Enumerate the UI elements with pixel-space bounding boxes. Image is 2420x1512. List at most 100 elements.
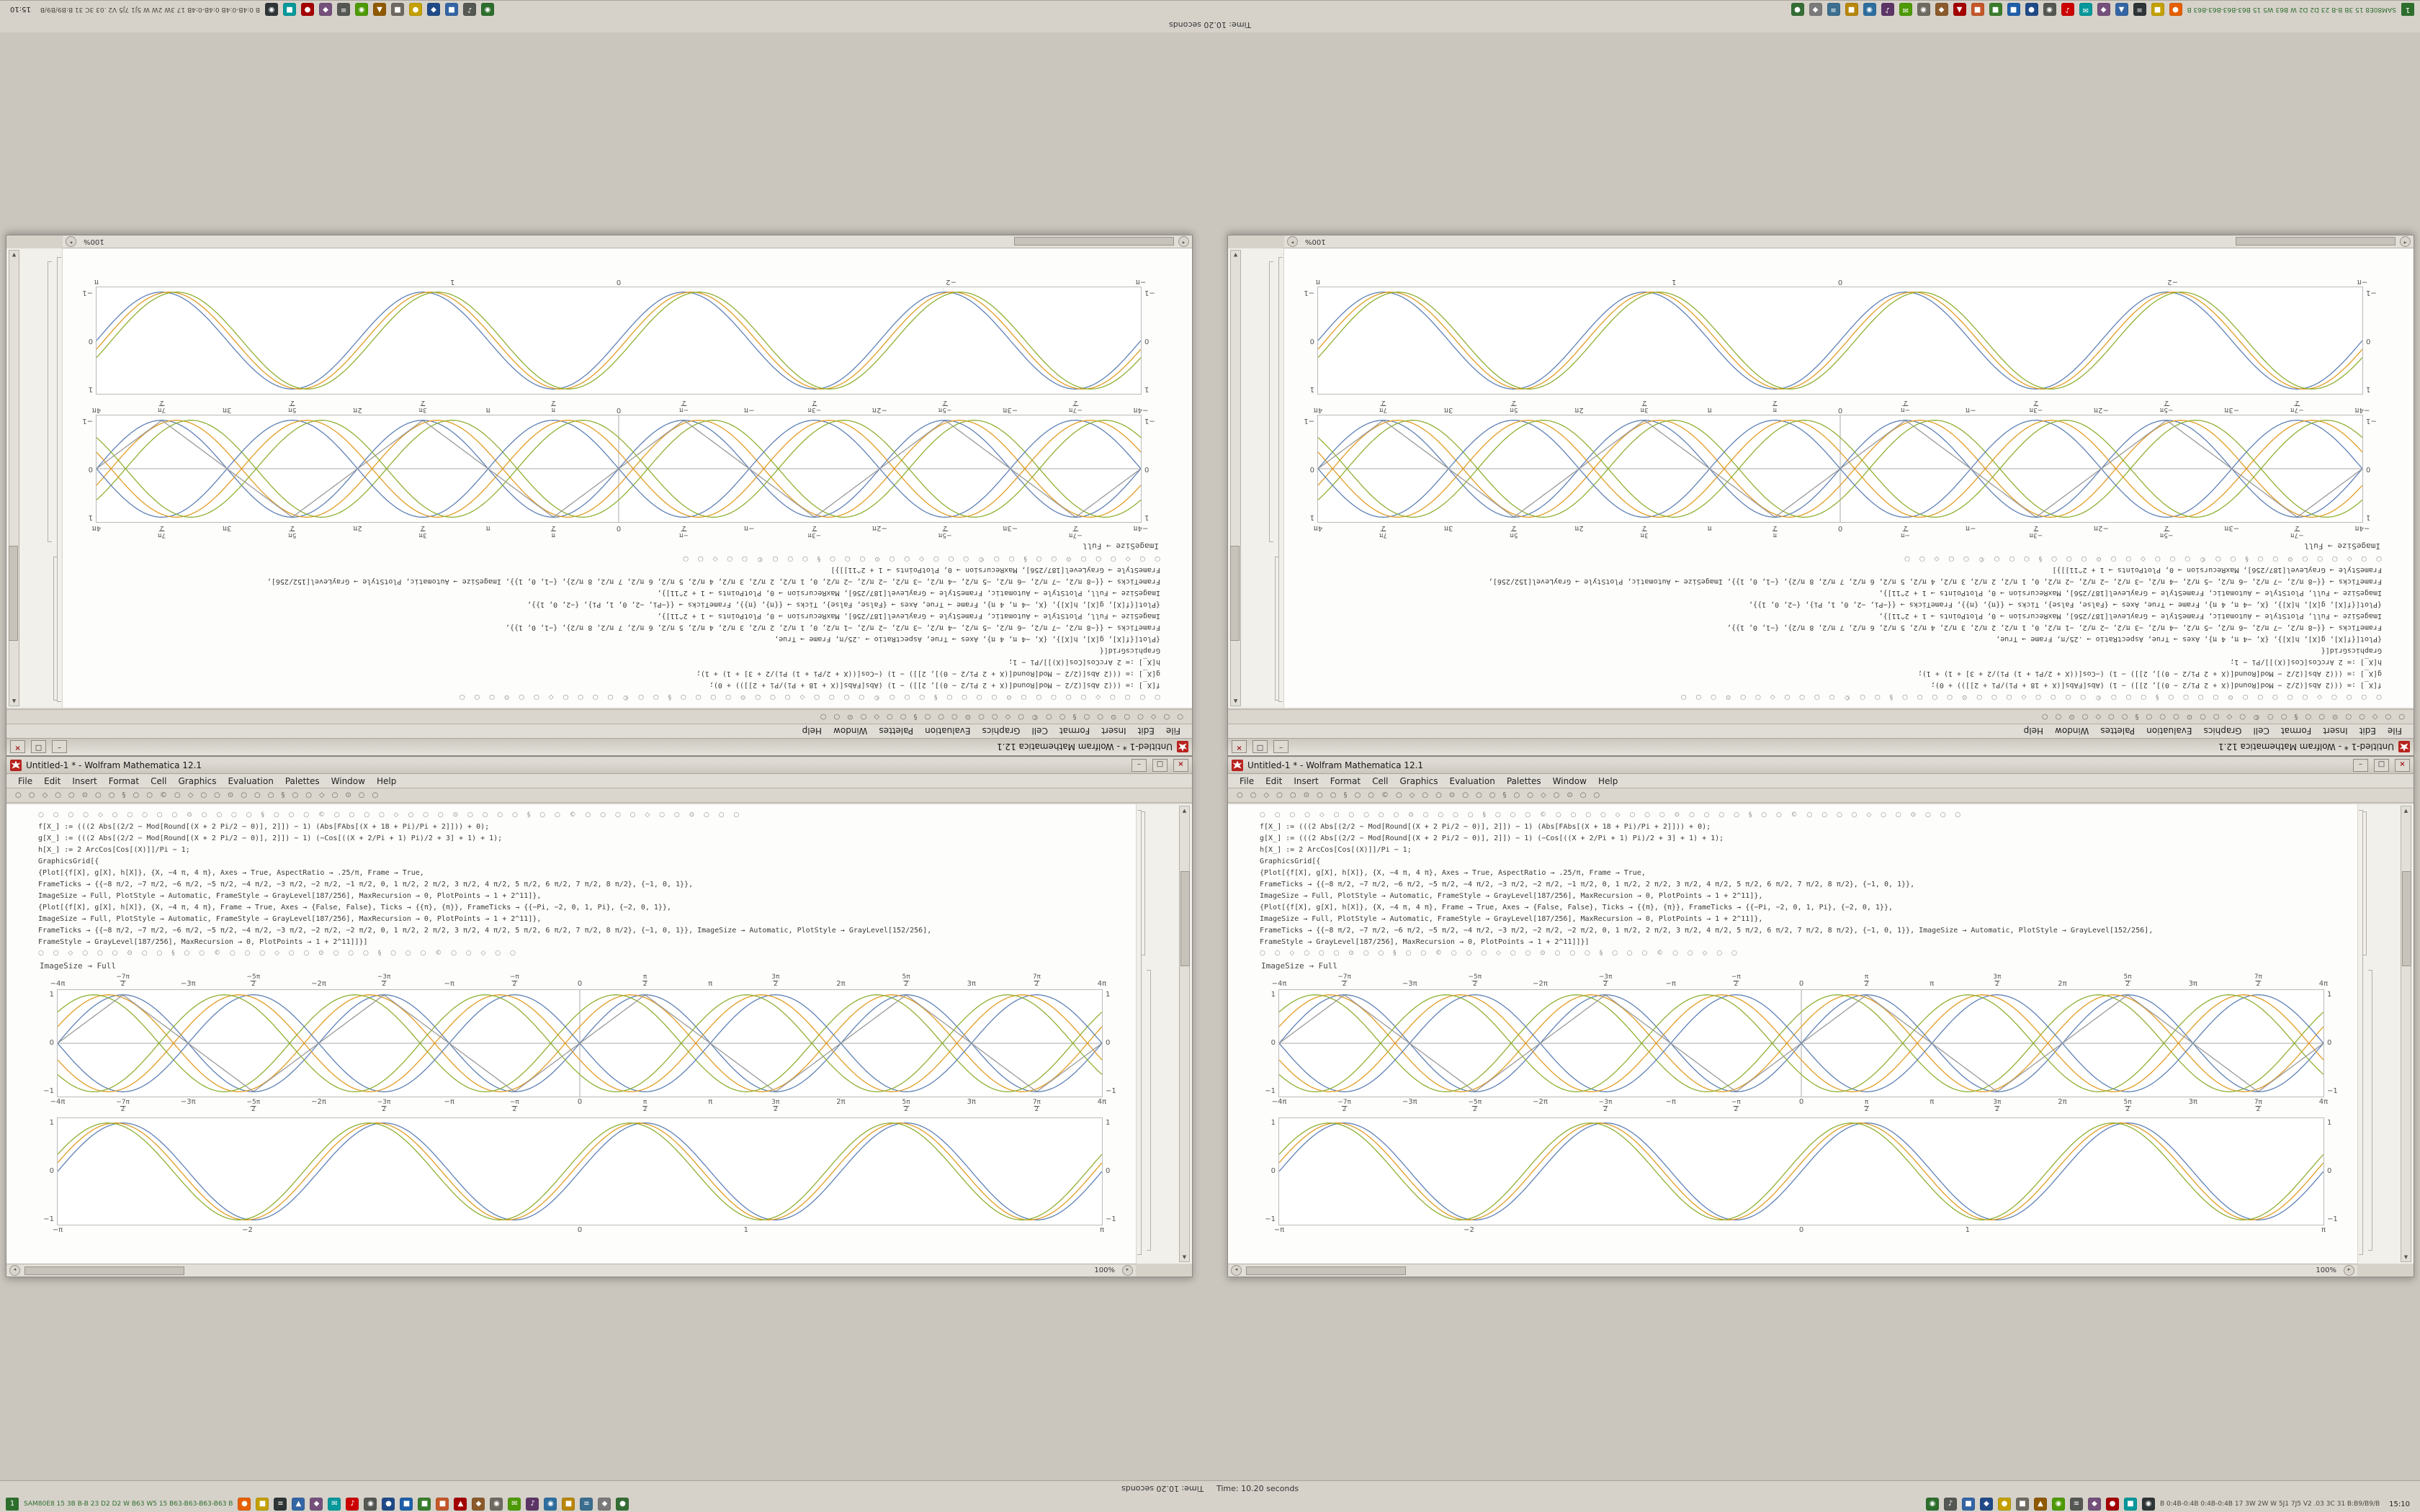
menu-item-edit[interactable]: Edit [44,775,61,786]
resize-grip[interactable]: ▸ [1122,1265,1133,1276]
toolbar-icon-6[interactable]: ○ [95,791,102,799]
toolbar-icon-4[interactable]: ○ [1289,791,1296,799]
office-writer-icon[interactable]: ■ [2007,3,2020,16]
menu-item-cell[interactable]: Cell [1372,775,1389,786]
horizontal-scroll-thumb[interactable] [1014,237,1174,246]
terminal-icon[interactable]: ≡ [274,1498,287,1511]
toolbar-icon-8[interactable]: § [1072,713,1077,721]
mail-icon[interactable]: ✉ [328,1498,341,1511]
toolbar-icon-19[interactable]: ○ [924,713,931,721]
toolbar-icon-0[interactable]: ○ [15,791,22,799]
toolbar-icon-13[interactable]: ◇ [2226,713,2233,721]
toolbar-icon-7[interactable]: ○ [1083,713,1090,721]
toolbar-icon-21[interactable]: ○ [2121,713,2128,721]
menu-item-edit[interactable]: Edit [1137,726,1155,737]
menu-item-file[interactable]: File [1165,726,1180,737]
horizontal-scroll-thumb[interactable] [1246,1266,1406,1275]
bluetooth-icon[interactable]: ◆ [427,3,441,16]
video-player-icon[interactable]: ♪ [1881,3,1894,16]
toolbar-icon-21[interactable]: ○ [1513,791,1520,799]
menu-item-edit[interactable]: Edit [2359,726,2376,737]
scroll-left-button[interactable]: ◂ [2400,236,2411,247]
toolbar-icon-17[interactable]: ○ [241,791,247,799]
scroll-down-arrow[interactable]: ▼ [2403,1254,2408,1260]
toolbar-icon-15[interactable]: ○ [2200,713,2206,721]
video-player-icon[interactable]: ♪ [526,1498,539,1511]
minimize-button[interactable]: – [2353,758,2368,772]
horizontal-scrollbar[interactable]: ◂ 100% ▸ [63,235,1192,248]
close-button[interactable]: × [10,740,25,754]
office-calc-icon[interactable]: ■ [418,1498,431,1511]
menu-item-palettes[interactable]: Palettes [284,775,320,786]
toolbar-icon-11[interactable]: © [2253,713,2261,721]
scroll-up-arrow[interactable]: ▲ [12,698,17,704]
zoom-level[interactable]: 100% [1305,238,1326,246]
tray-app-icon[interactable]: ■ [2123,1498,2137,1511]
toolbar-icon-18[interactable]: ○ [2159,713,2166,721]
vertical-scrollbar[interactable]: ▲ ▼ [1179,806,1190,1262]
tray-app-icon[interactable]: ■ [283,3,297,16]
toolbar-icon-13[interactable]: ◇ [1005,713,1011,721]
display-icon[interactable]: ◆ [319,3,333,16]
toolbar-icon-9[interactable]: ○ [1059,713,1066,721]
network-icon[interactable]: ◉ [1925,1498,1939,1511]
clock-applet-icon[interactable]: ◉ [2141,1498,2155,1511]
cell-group-bracket[interactable] [2359,810,2363,1255]
clock[interactable]: 15:10 [10,5,31,14]
maximize-button[interactable]: □ [31,740,46,754]
menu-item-cell[interactable]: Cell [2253,726,2269,737]
toolbar-icon-20[interactable]: § [913,713,918,721]
toolbar-icon-23[interactable]: ◇ [318,791,325,799]
toolbar-icon-27[interactable]: ○ [372,791,379,799]
menu-item-window[interactable]: Window [2055,726,2089,737]
clock[interactable]: 15:10 [2389,1500,2410,1508]
toolbar-icon-27[interactable]: ○ [2041,713,2048,721]
firefox-icon[interactable]: ● [238,1498,251,1511]
menu-item-evaluation[interactable]: Evaluation [925,726,971,737]
disk-utility-icon[interactable]: ◆ [1809,3,1822,16]
title-bar[interactable]: Untitled-1 * - Wolfram Mathematica 12.1 … [1228,757,2414,774]
toolbar-icon-23[interactable]: ◇ [2095,713,2102,721]
toolbar-icon-12[interactable]: ○ [2239,713,2246,721]
keyboard-layout-icon[interactable]: ≡ [337,3,351,16]
toolbar-icon-24[interactable]: ○ [2081,713,2089,721]
maximize-button[interactable]: □ [2374,758,2389,772]
horizontal-scroll-thumb[interactable] [2236,237,2396,246]
toolbar-icon-6[interactable]: ○ [1317,791,1323,799]
toolbar-icon-5[interactable]: ⊙ [2331,713,2339,721]
toolbar-icon-8[interactable]: § [1343,791,1348,799]
toolbar-icon-3[interactable]: ○ [1137,713,1144,721]
notebook-content[interactable]: ○ ○ ○ ○ ◇ ○ ○ ○ ○ ○ ⊙ ○ ○ ○ ○ § ○ ○ ○ © … [1284,248,2414,708]
power-icon[interactable]: ● [2105,1498,2119,1511]
printer-icon[interactable]: ■ [2015,1498,2029,1511]
maximize-button[interactable]: □ [1252,740,1268,754]
image-viewer-icon[interactable]: ◆ [2097,3,2110,16]
toolbar-icon-25[interactable]: ⊙ [847,713,853,721]
vertical-scroll-thumb[interactable] [1180,871,1190,966]
toolbar-icon-8[interactable]: § [122,791,126,799]
text-editor-icon[interactable]: ▲ [2115,3,2128,16]
menu-item-graphics[interactable]: Graphics [178,775,217,786]
toolbar-icon-0[interactable]: ○ [2398,713,2405,721]
chat-icon[interactable]: ✉ [1899,3,1912,16]
code-cell[interactable]: f[X_] := (((2 Abs[(2/2 − Mod[Round[(X + … [38,822,1121,948]
toolbar-icon-6[interactable]: ○ [2318,713,2325,721]
toolbar-icon-14[interactable]: ○ [991,713,998,721]
scroll-left-button[interactable]: ◂ [9,1265,20,1276]
power-icon[interactable]: ● [301,3,315,16]
toolbar-icon-17[interactable]: ○ [2173,713,2179,721]
display-icon[interactable]: ◆ [2087,1498,2101,1511]
clipboard-icon[interactable]: ▲ [373,3,387,16]
settings-icon[interactable]: ◉ [490,1498,503,1511]
toolbar-icon-15[interactable]: ○ [214,791,220,799]
clock-applet-icon[interactable]: ◉ [265,3,279,16]
cell-group-bracket[interactable] [1278,257,1283,702]
menu-item-format[interactable]: Format [1059,726,1090,737]
volume-icon[interactable]: ♪ [1943,1498,1957,1511]
menu-item-palettes[interactable]: Palettes [2100,726,2136,737]
text-editor-icon[interactable]: ▲ [292,1498,305,1511]
screenshot-tool-icon[interactable]: ● [616,1498,629,1511]
toolbar-icon-10[interactable]: ○ [1046,713,1052,721]
battery-icon[interactable]: ■ [1961,1498,1975,1511]
menu-item-help[interactable]: Help [1597,775,1618,786]
